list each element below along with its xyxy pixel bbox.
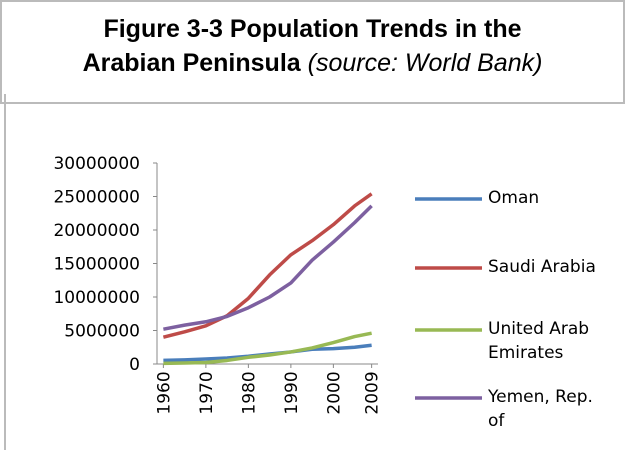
x-tick-label: 1960 — [154, 371, 174, 414]
x-tick-label: 1970 — [197, 371, 217, 414]
y-tick-label: 0 — [129, 355, 140, 375]
caption: Figure 3-3 Population Trends in the Arabi… — [0, 0, 625, 104]
x-tick-label: 1980 — [239, 371, 259, 414]
x-tick-label: 1990 — [282, 371, 302, 414]
y-tick-label: 20000000 — [53, 221, 140, 241]
series-line — [163, 204, 373, 331]
legend-label: Saudi Arabia — [488, 257, 596, 277]
y-tick-label: 10000000 — [53, 288, 140, 308]
title-line: Arabian Peninsula — [82, 49, 301, 77]
legend-label: United Arab Emirates — [488, 319, 590, 363]
series-line — [163, 331, 372, 366]
source: (source: World Bank) — [307, 49, 543, 77]
series-line — [162, 192, 373, 339]
series-line — [163, 343, 372, 363]
x-tick-label: 2000 — [324, 371, 344, 414]
title-line: Figure 3-3 Population Trends in the — [103, 15, 522, 43]
frame-border — [4, 94, 6, 450]
y-tick-label: 30000000 — [53, 154, 140, 174]
y-tick-label: 25000000 — [53, 188, 140, 208]
legend-label: Yemen, Rep. of — [488, 387, 593, 431]
legend-label: Oman — [488, 188, 540, 208]
y-tick-label: 15000000 — [53, 255, 140, 275]
y-tick-label: 5000000 — [64, 322, 140, 342]
x-tick-label: 2009 — [363, 371, 383, 414]
